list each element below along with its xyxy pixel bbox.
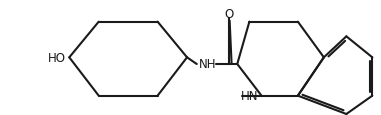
Text: O: O: [224, 7, 233, 20]
Text: NH: NH: [199, 58, 217, 71]
Text: HO: HO: [48, 51, 66, 64]
Text: HN: HN: [241, 89, 258, 102]
